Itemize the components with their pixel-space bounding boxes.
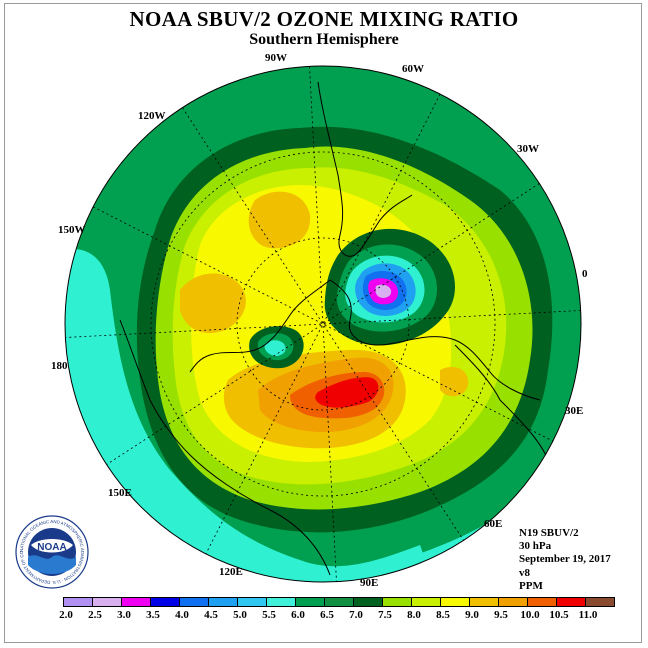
contour-gold-small — [440, 366, 469, 397]
meridian-lines — [65, 66, 581, 582]
contour-hole-lavender — [375, 284, 392, 298]
map-boundary — [64, 65, 582, 583]
latitude-circle-outer — [150, 151, 496, 497]
meridian-line — [205, 93, 441, 555]
coast-south-america — [317, 81, 413, 257]
colorbar-swatch — [266, 597, 296, 607]
coast-africa-south — [454, 344, 549, 461]
colorbar-tick-label: 8.0 — [407, 609, 421, 621]
longitude-label-90W: 90W — [265, 52, 287, 64]
map-title: NOAA SBUV/2 OZONE MIXING RATIO — [129, 7, 519, 31]
contour-west-cyan — [264, 340, 286, 356]
colorbar-swatch — [585, 597, 615, 607]
noaa-logo-icon: NOAA NATIONAL OCEANIC AND ATMOSPHERIC AD… — [15, 515, 89, 589]
colorbar-swatch — [92, 597, 122, 607]
colorbar-tick-label: 6.5 — [320, 609, 334, 621]
colorbar-swatch — [179, 597, 209, 607]
colorbar-tick-label: 5.0 — [233, 609, 247, 621]
colorbar-tick-label: 10.0 — [520, 609, 540, 621]
colorbar-tick-label: 9.5 — [494, 609, 508, 621]
colorbar-tick-label: 8.5 — [436, 609, 450, 621]
colorbar-swatch — [411, 597, 441, 607]
logo-text: NOAA — [37, 542, 66, 553]
coast-antarctica-east — [329, 279, 541, 401]
colorbar-swatch — [208, 597, 238, 607]
longitude-label-120E: 120E — [219, 566, 243, 578]
coast-antarctica-west — [189, 279, 331, 373]
colorbar-swatch — [556, 597, 586, 607]
colorbar-tick-label: 3.5 — [146, 609, 160, 621]
map-subtitle: Southern Hemisphere — [249, 31, 399, 48]
colorbar-swatch — [295, 597, 325, 607]
colorbar-swatch — [324, 597, 354, 607]
meridian-line — [65, 310, 581, 338]
colorbar-tick-label: 9.0 — [465, 609, 479, 621]
longitude-label-150E: 150E — [108, 487, 132, 499]
info-units: PPM — [519, 579, 543, 592]
latitude-circle-inner — [236, 237, 410, 411]
colorbar-swatch — [382, 597, 412, 607]
colorbar-swatch — [527, 597, 557, 607]
colorbar-swatch — [353, 597, 383, 607]
meridian-line — [106, 183, 540, 465]
colorbar-tick-label: 7.0 — [349, 609, 363, 621]
meridian-line — [92, 206, 554, 442]
info-block: N19 SBUV/2 30 hPa September 19, 2017 v8 … — [519, 527, 611, 593]
info-satellite: N19 SBUV/2 — [519, 527, 579, 539]
colorbar-tick-label: 5.5 — [262, 609, 276, 621]
longitude-label-150W: 150W — [58, 224, 86, 236]
meridian-line — [182, 107, 464, 541]
info-level: 30 hPa — [519, 540, 552, 553]
contour-gold-ross — [180, 273, 246, 334]
longitude-label-180: 180 — [51, 360, 68, 372]
longitude-label-60E: 60E — [484, 518, 503, 530]
colorbar-swatch — [440, 597, 470, 607]
longitude-label-0: 0 — [582, 268, 588, 280]
colorbar-tick-label: 6.0 — [291, 609, 305, 621]
colorbar-swatch — [121, 597, 151, 607]
longitude-label-120W: 120W — [138, 110, 166, 122]
colorbar-tick-label: 4.0 — [175, 609, 189, 621]
colorbar-swatch — [469, 597, 499, 607]
figure-frame — [4, 3, 642, 643]
longitude-label-60W: 60W — [402, 63, 424, 75]
colorbar-tick-label: 10.5 — [549, 609, 569, 621]
colorbar-swatch — [498, 597, 528, 607]
coast-australia — [119, 319, 331, 576]
ozone-contour-fill — [65, 66, 581, 582]
colorbar-tick-label: 7.5 — [378, 609, 392, 621]
longitude-label-30W: 30W — [517, 143, 539, 155]
info-version: v8 — [519, 566, 530, 579]
longitude-label-90E: 90E — [360, 577, 379, 589]
colorbar-swatch — [150, 597, 180, 607]
contour-cyan — [65, 248, 440, 582]
colorbar-swatch — [63, 597, 93, 607]
info-date: September 19, 2017 — [519, 553, 611, 566]
contour-gold-pacific — [248, 191, 311, 249]
longitude-label-30E: 30E — [565, 405, 584, 417]
meridian-line — [309, 66, 337, 582]
colorbar-tick-label: 3.0 — [117, 609, 131, 621]
coastlines — [119, 81, 549, 576]
colorbar-tick-label: 2.0 — [59, 609, 73, 621]
colorbar-tick-label: 11.0 — [578, 609, 598, 621]
colorbar-tick-label: 2.5 — [88, 609, 102, 621]
colorbar-tick-label: 4.5 — [204, 609, 218, 621]
colorbar-swatch — [237, 597, 267, 607]
